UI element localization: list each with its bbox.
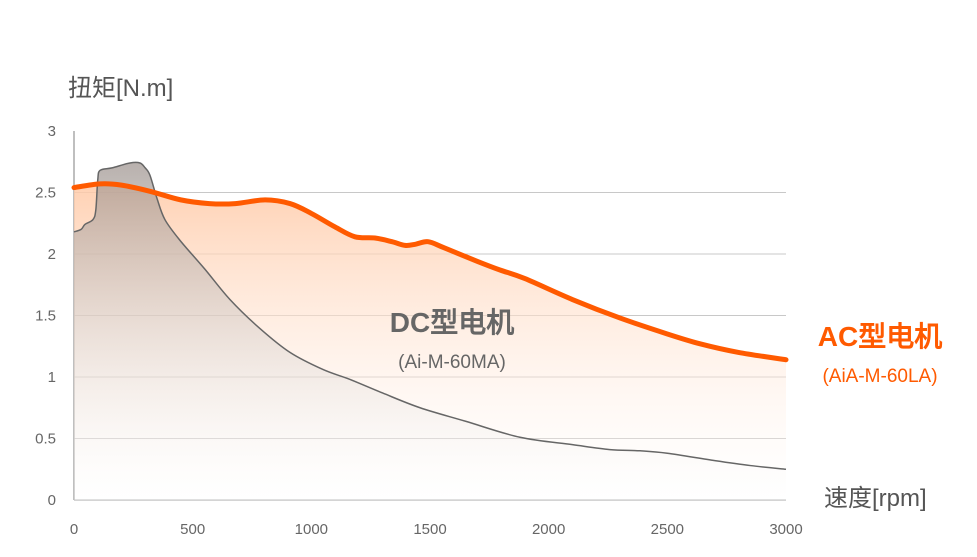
ac-series-model: (AiA-M-60LA) bbox=[822, 366, 937, 387]
x-tick-label: 2500 bbox=[651, 521, 684, 538]
y-tick-label: 1.5 bbox=[35, 308, 56, 325]
y-axis-title: 扭矩[N.m] bbox=[68, 75, 173, 102]
x-tick-label: 2000 bbox=[532, 521, 565, 538]
ac-series-label: AC型电机 bbox=[818, 321, 942, 352]
x-tick-label: 3000 bbox=[769, 521, 802, 538]
y-tick-label: 2 bbox=[48, 246, 56, 263]
dc-series-label: DC型电机 bbox=[390, 307, 514, 338]
y-tick-label: 3 bbox=[48, 123, 56, 140]
y-tick-label: 0.5 bbox=[35, 431, 56, 448]
dc-series-model: (Ai-M-60MA) bbox=[398, 352, 506, 373]
y-tick-label: 0 bbox=[48, 492, 56, 509]
x-tick-label: 0 bbox=[70, 521, 78, 538]
x-axis-title: 速度[rpm] bbox=[824, 485, 927, 512]
x-tick-label: 1500 bbox=[413, 521, 446, 538]
dc-series-line bbox=[73, 161, 787, 470]
x-tick-label: 1000 bbox=[295, 521, 328, 538]
ac-series-line bbox=[71, 181, 789, 363]
dc-area-fill bbox=[74, 162, 786, 501]
y-tick-label: 1 bbox=[48, 369, 56, 386]
x-tick-label: 500 bbox=[180, 521, 205, 538]
y-tick-label: 2.5 bbox=[35, 185, 56, 202]
